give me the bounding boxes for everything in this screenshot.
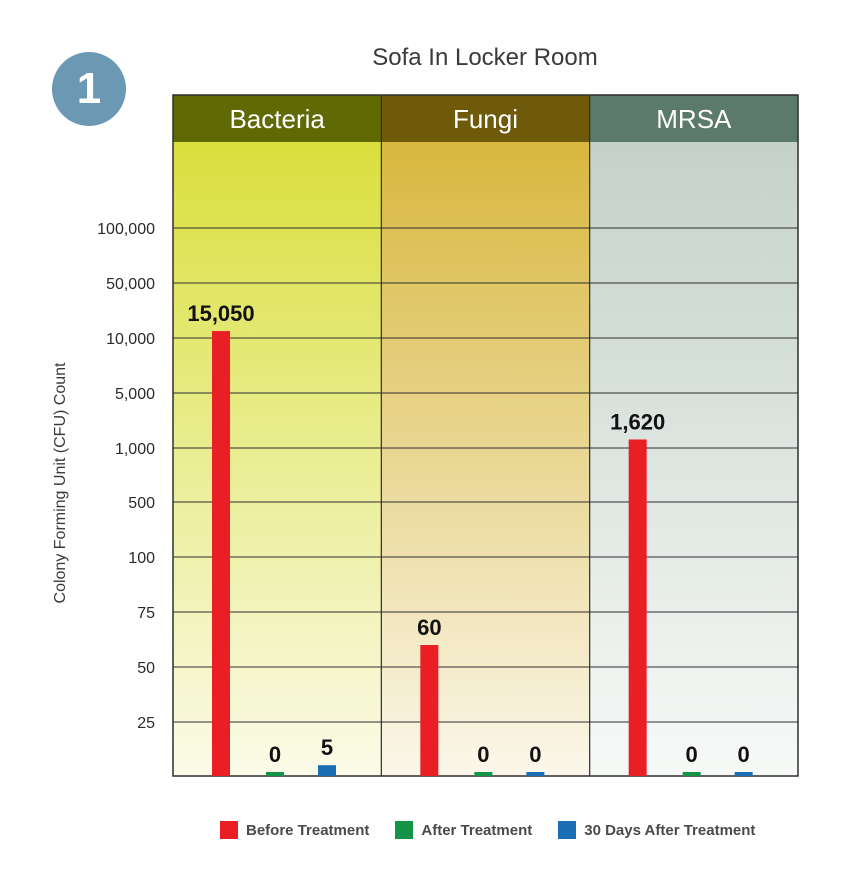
- data-label: 0: [477, 742, 489, 767]
- y-tick-label: 100,000: [97, 221, 155, 238]
- legend-label-30-days: 30 Days After Treatment: [584, 821, 756, 839]
- bar: [212, 331, 230, 776]
- bar-chart: Bacteria Fungi MRSA2550751005001,0005,0001…: [97, 94, 799, 777]
- panel-header-mrsa: [589, 95, 798, 142]
- y-tick-label: 5,000: [115, 386, 155, 403]
- bar: [420, 645, 439, 776]
- legend-item-30-days: 30 Days After Treatment: [558, 821, 755, 839]
- data-label: 5: [321, 735, 333, 760]
- panel-background-mrsa: [589, 142, 798, 776]
- panel-background-fungi: [381, 142, 590, 776]
- category-label-bacteria: Bacteria: [229, 104, 325, 134]
- y-tick-label: 500: [128, 495, 155, 512]
- panel-header-bacteria: [173, 95, 382, 142]
- data-label: 15,050: [187, 301, 254, 326]
- y-tick-label: 10,000: [106, 331, 155, 348]
- y-tick-label: 100: [128, 550, 155, 567]
- y-tick-label: 25: [137, 715, 155, 732]
- data-label: 0: [529, 742, 541, 767]
- legend-label-before: Before Treatment: [246, 821, 370, 839]
- legend-item-after: After Treatment: [395, 821, 532, 839]
- bar: [266, 772, 284, 776]
- category-label-mrsa: MRSA: [656, 104, 732, 134]
- chart-number-badge: 1: [52, 52, 126, 126]
- legend-swatch-30-days: [558, 821, 577, 839]
- legend-label-after: After Treatment: [421, 821, 533, 839]
- bar: [682, 772, 701, 776]
- data-label: 0: [738, 742, 750, 767]
- bar: [318, 765, 336, 776]
- panel-background-bacteria: [173, 142, 382, 776]
- legend: Before Treatment After Treatment 30 Days…: [220, 818, 755, 842]
- chart-title: Sofa In Locker Room: [372, 44, 598, 71]
- data-label: 60: [417, 615, 441, 640]
- data-label: 0: [686, 742, 698, 767]
- bar: [734, 772, 753, 776]
- bar: [474, 772, 493, 776]
- category-label-fungi: Fungi: [453, 104, 518, 134]
- data-label: 1,620: [610, 409, 665, 434]
- bar: [628, 439, 647, 776]
- bar: [526, 772, 545, 776]
- legend-swatch-after: [395, 821, 414, 839]
- y-tick-label: 50: [137, 660, 155, 677]
- legend-item-before: Before Treatment: [220, 821, 369, 839]
- y-tick-label: 50,000: [106, 276, 155, 293]
- legend-swatch-before: [220, 821, 238, 839]
- data-label: 0: [269, 742, 281, 767]
- y-tick-label: 75: [137, 605, 155, 622]
- panel-header-fungi: [381, 95, 590, 142]
- y-tick-label: 1,000: [115, 441, 155, 458]
